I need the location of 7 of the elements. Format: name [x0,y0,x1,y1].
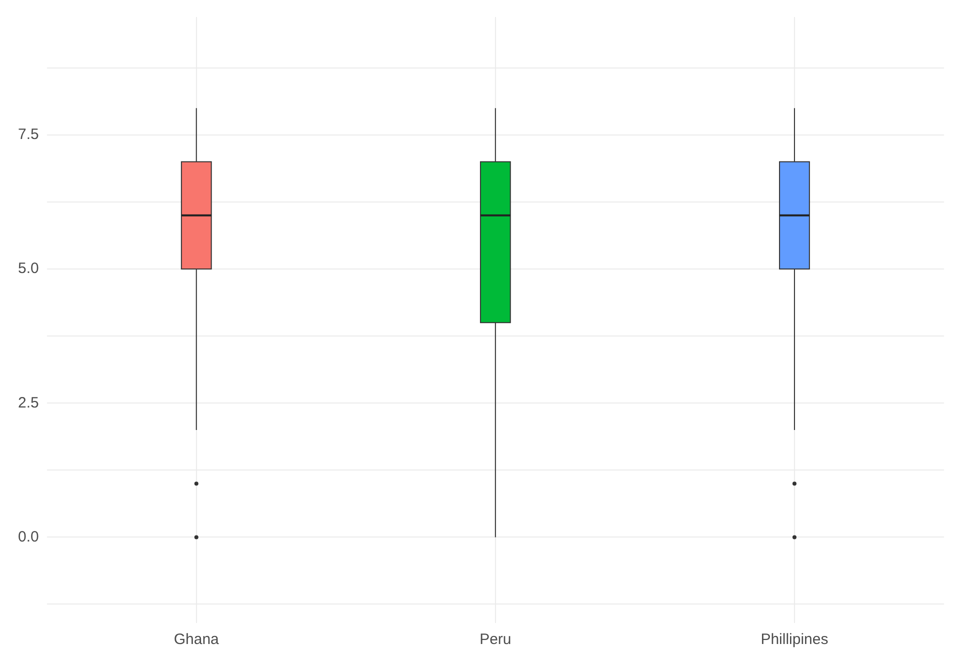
y-tick-label: 5.0 [18,260,39,278]
x-tick-label: Peru [480,631,512,648]
x-tick-label: Phillipines [760,631,828,648]
y-tick-label: 7.5 [18,126,39,144]
x-tick-label: Ghana [174,631,220,648]
y-tick-label: 0.0 [18,528,39,546]
y-tick-label: 2.5 [18,394,39,412]
